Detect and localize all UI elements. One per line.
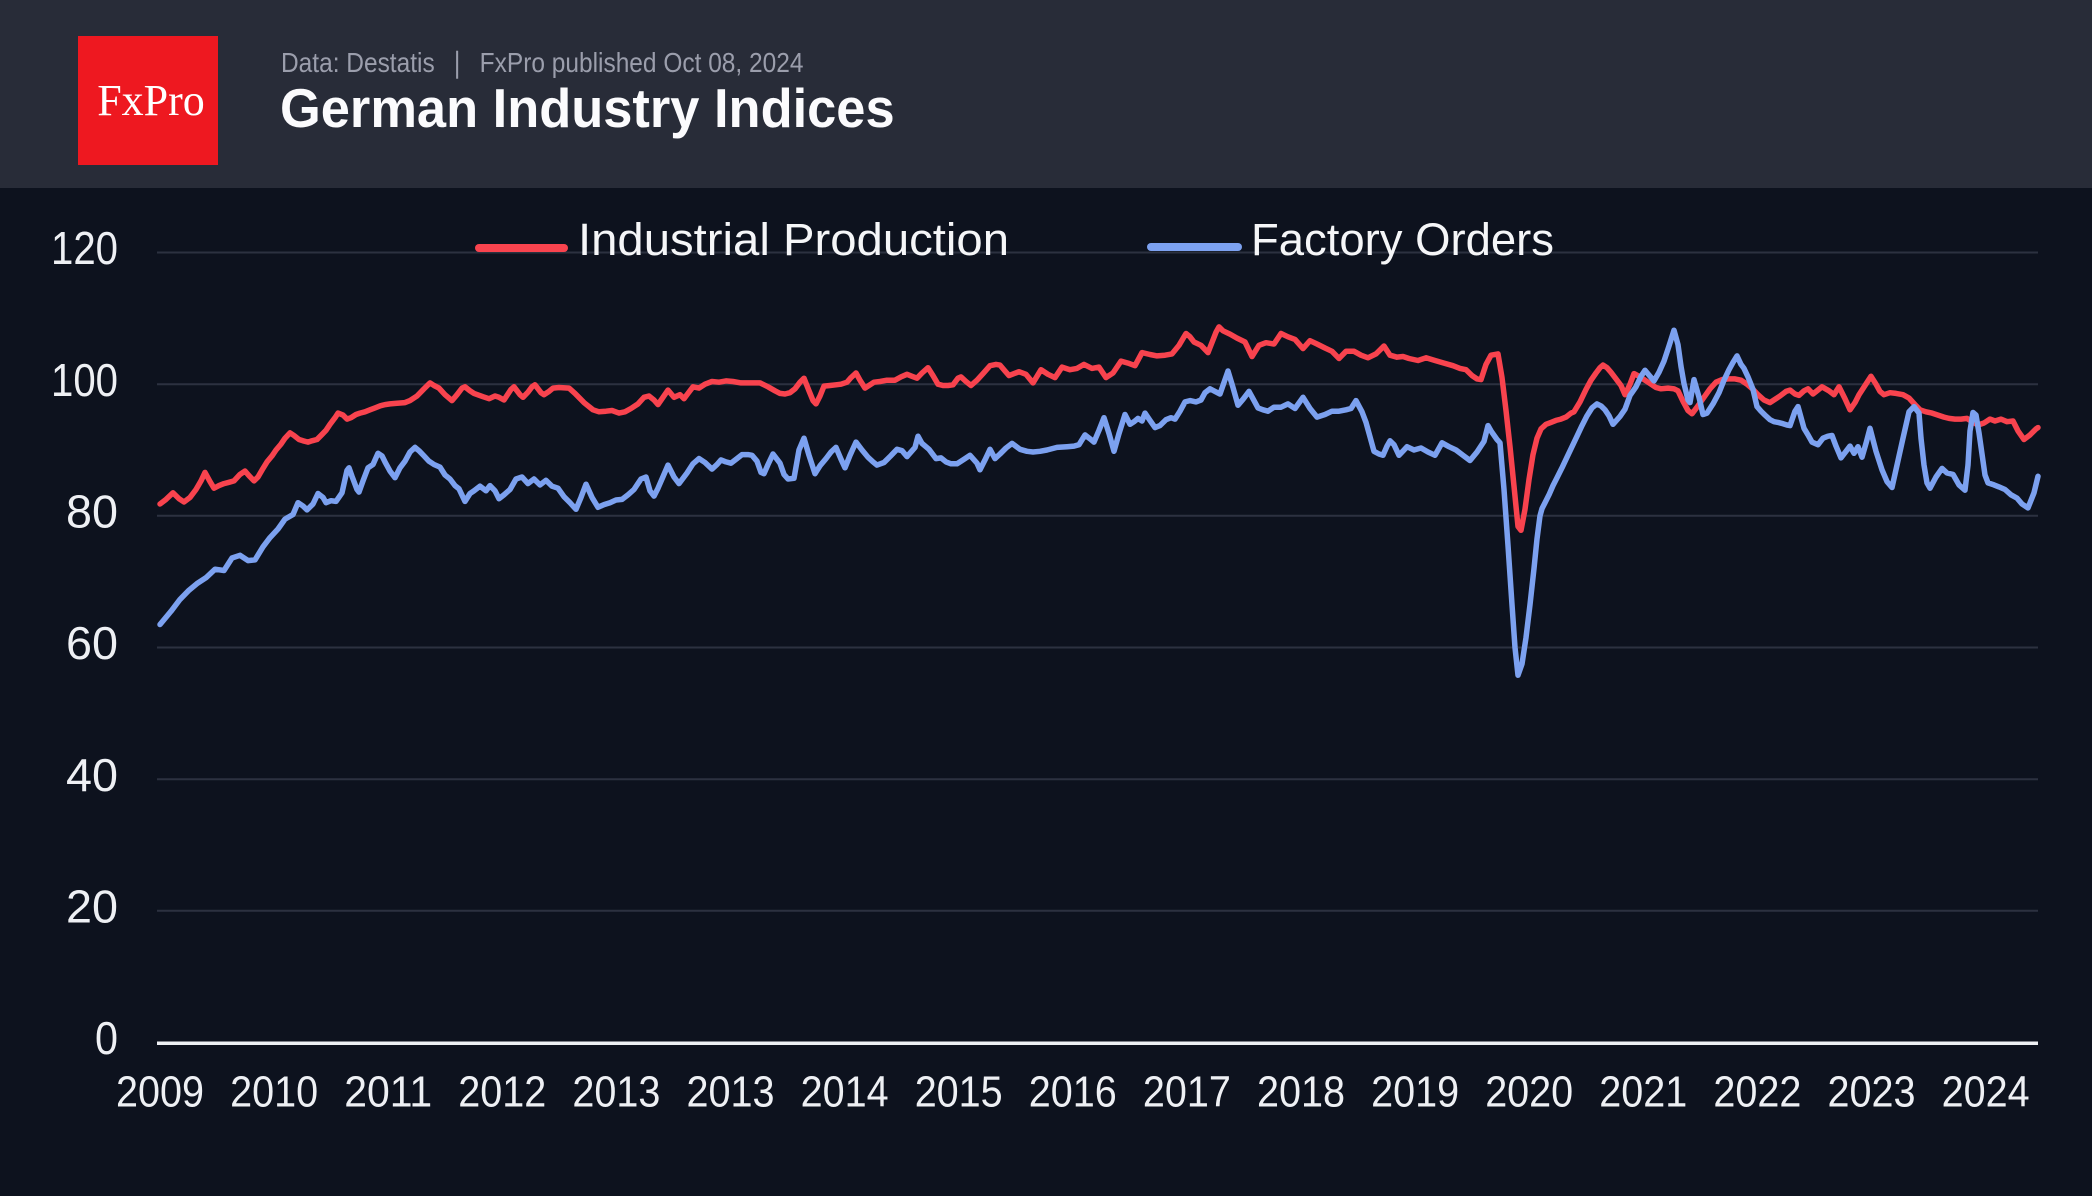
- svg-text:2019: 2019: [1371, 1068, 1459, 1117]
- svg-text:2012: 2012: [458, 1068, 546, 1117]
- svg-text:2020: 2020: [1485, 1068, 1573, 1117]
- svg-text:2013: 2013: [572, 1068, 660, 1117]
- svg-text:20: 20: [66, 881, 118, 933]
- svg-text:2011: 2011: [344, 1068, 432, 1117]
- svg-text:2015: 2015: [915, 1068, 1003, 1117]
- svg-text:2013: 2013: [687, 1068, 775, 1117]
- svg-text:0: 0: [95, 1012, 118, 1064]
- svg-text:2022: 2022: [1713, 1068, 1801, 1117]
- svg-text:60: 60: [66, 617, 118, 669]
- svg-text:2017: 2017: [1143, 1068, 1231, 1117]
- svg-text:120: 120: [51, 222, 118, 274]
- svg-text:Factory Orders: Factory Orders: [1251, 214, 1554, 265]
- svg-text:Industrial Production: Industrial Production: [578, 214, 1009, 265]
- svg-text:2014: 2014: [801, 1068, 889, 1117]
- svg-text:2018: 2018: [1257, 1068, 1345, 1117]
- svg-text:2021: 2021: [1599, 1068, 1687, 1117]
- svg-text:2009: 2009: [116, 1068, 204, 1117]
- svg-text:2023: 2023: [1828, 1068, 1916, 1117]
- svg-text:2010: 2010: [230, 1068, 318, 1117]
- svg-text:40: 40: [66, 749, 118, 801]
- svg-text:2024: 2024: [1942, 1068, 2030, 1117]
- svg-text:100: 100: [51, 354, 118, 406]
- svg-text:2016: 2016: [1029, 1068, 1117, 1117]
- svg-text:80: 80: [66, 486, 118, 538]
